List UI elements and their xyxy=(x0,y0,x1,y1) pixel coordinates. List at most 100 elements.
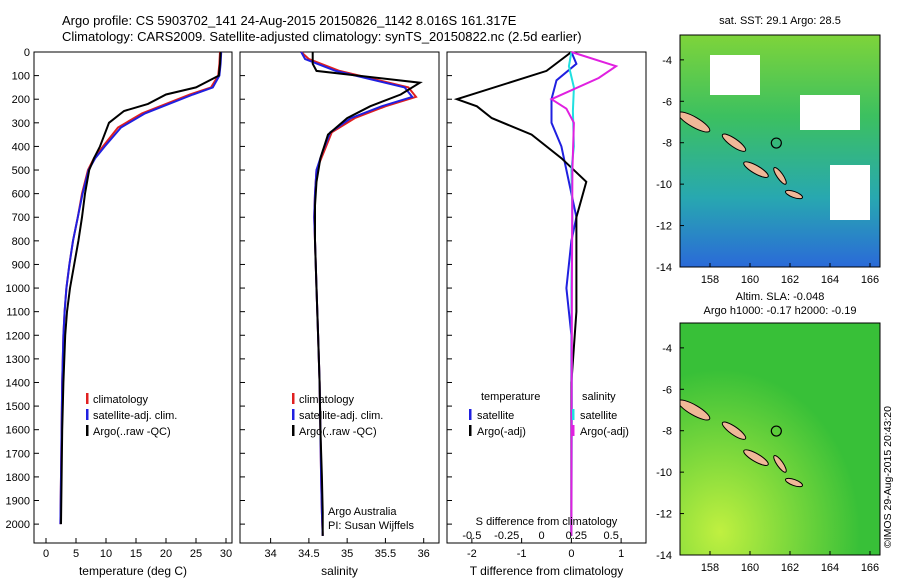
panel-difference: -2 -1 0 1 T difference from climatology tempe… xyxy=(446,51,647,578)
legend-swatch xyxy=(86,393,89,404)
island-landmass xyxy=(743,449,769,466)
y-tick-label: 500 xyxy=(12,165,30,177)
argo-position-marker xyxy=(770,425,782,437)
y-tick-label: 600 xyxy=(12,189,30,201)
map-title: Altim. SLA: -0.048 xyxy=(736,291,825,303)
top-tick-label: 0.25 xyxy=(566,530,587,542)
island-landmass xyxy=(784,189,804,200)
legend-swatch xyxy=(86,425,89,436)
top-tick-label: 0 xyxy=(538,530,544,542)
missing-data-patch xyxy=(710,55,760,95)
legend-swatch xyxy=(572,409,575,420)
argo-position-marker xyxy=(770,137,782,149)
x-tick-label: 35.5 xyxy=(375,548,396,560)
y-tick-label: -12 xyxy=(656,221,672,233)
legend-swatch xyxy=(292,425,295,436)
panel-temperature: 0 5 10 15 20 25 30 temperature (deg C) 0 100 200 30… xyxy=(6,47,233,578)
y-tick-label: 0 xyxy=(24,47,30,59)
x-tick-label: 34.5 xyxy=(298,548,319,560)
y-tick-label: -8 xyxy=(662,138,672,150)
legend-label: Argo(..raw -QC) xyxy=(93,426,171,438)
legend-label: satellite-adj. clim. xyxy=(93,410,177,422)
annotation-text: Argo Australia xyxy=(328,506,397,518)
map-frame xyxy=(679,322,881,556)
y-tick-label: -14 xyxy=(656,550,672,562)
map-field xyxy=(680,35,880,267)
x-tick-label: 166 xyxy=(861,274,879,286)
series-line-argorawqc xyxy=(311,52,423,536)
panel-frame xyxy=(239,51,440,544)
y-tick-label: 700 xyxy=(12,212,30,224)
x-tick-label: 10 xyxy=(100,548,112,560)
map-frame xyxy=(679,34,881,268)
x-tick-label: 5 xyxy=(73,548,79,560)
x-tick-label: -1 xyxy=(517,548,527,560)
y-tick-label: 900 xyxy=(12,259,30,271)
legend-swatch xyxy=(292,393,295,404)
y-tick-label: 200 xyxy=(12,94,30,106)
legend-label: Argo(-adj) xyxy=(580,426,629,438)
legend-swatch xyxy=(469,425,472,436)
top-tick-label: 0.5 xyxy=(604,530,619,542)
legend-group-title: salinity xyxy=(582,391,616,403)
legend-swatch xyxy=(292,409,295,420)
y-tick-label: 1200 xyxy=(6,330,30,342)
annotation-text: PI: Susan Wijffels xyxy=(328,520,414,532)
header-title: Argo profile: CS 5903702_141 24-Aug-2015… xyxy=(62,13,517,28)
island-landmass xyxy=(721,133,747,152)
series-line-satellite xyxy=(550,51,578,536)
legend-swatch xyxy=(572,425,575,436)
y-tick-label: 1400 xyxy=(6,377,30,389)
y-tick-label: 1000 xyxy=(6,283,30,295)
legend-label: satellite xyxy=(580,410,617,422)
legend-label: satellite xyxy=(477,410,514,422)
x-tick-label: 34 xyxy=(264,548,276,560)
map-title: Argo h1000: -0.17 h2000: -0.19 xyxy=(704,305,857,317)
x-axis-label: T difference from climatology xyxy=(470,564,624,578)
x-tick-label: 36 xyxy=(418,548,430,560)
x-tick-label: 164 xyxy=(821,562,839,574)
missing-data-patch xyxy=(830,165,870,220)
header-subtitle: Climatology: CARS2009. Satellite-adjuste… xyxy=(62,29,582,44)
legend-label: climatology xyxy=(93,394,149,406)
x-tick-label: 1 xyxy=(618,548,624,560)
x-tick-label: 25 xyxy=(190,548,202,560)
y-tick-label: 800 xyxy=(12,236,30,248)
legend-swatch xyxy=(86,409,89,420)
panel-frame xyxy=(446,51,647,544)
x-tick-label: 160 xyxy=(741,274,759,286)
x-tick-label: 30 xyxy=(220,548,232,560)
y-tick-label: 300 xyxy=(12,118,30,130)
x-tick-label: 35 xyxy=(341,548,353,560)
legend-label: satellite-adj. clim. xyxy=(299,410,383,422)
top-axis-label: S difference from climatology xyxy=(476,516,618,528)
island-landmass xyxy=(680,111,711,133)
y-tick-label: -14 xyxy=(656,262,672,274)
y-tick-label: -4 xyxy=(662,343,672,355)
top-tick-label: -0.5 xyxy=(462,530,481,542)
x-axis-label: temperature (deg C) xyxy=(79,564,187,578)
map-sst-map: sat. SST: 29.1 Argo: 28.5 158 160 162 164 166… xyxy=(656,15,881,286)
y-tick-label: -10 xyxy=(656,179,672,191)
legend-swatch xyxy=(469,409,472,420)
x-tick-label: 162 xyxy=(781,274,799,286)
missing-data-patch xyxy=(800,95,860,130)
x-tick-label: 158 xyxy=(701,274,719,286)
y-tick-label: 1800 xyxy=(6,472,30,484)
island-landmass xyxy=(743,161,769,178)
series-line-argorawqc xyxy=(60,51,222,525)
map-colour-field xyxy=(680,323,880,555)
map-sla-map: Altim. SLA: -0.048 Argo h1000: -0.17 h200… xyxy=(656,291,881,574)
series-line-satelliteadjclim xyxy=(59,51,223,525)
island-landmass xyxy=(721,421,747,440)
y-tick-label: 400 xyxy=(12,141,30,153)
series-line-satelliteadjclim xyxy=(300,51,414,536)
top-tick-label: -0.25 xyxy=(494,530,519,542)
y-tick-label: -6 xyxy=(662,384,672,396)
y-tick-label: 1100 xyxy=(6,307,30,319)
panel-frame xyxy=(33,51,233,544)
y-tick-label: 1700 xyxy=(6,448,30,460)
y-tick-label: 1600 xyxy=(6,425,30,437)
legend-label: climatology xyxy=(299,394,355,406)
